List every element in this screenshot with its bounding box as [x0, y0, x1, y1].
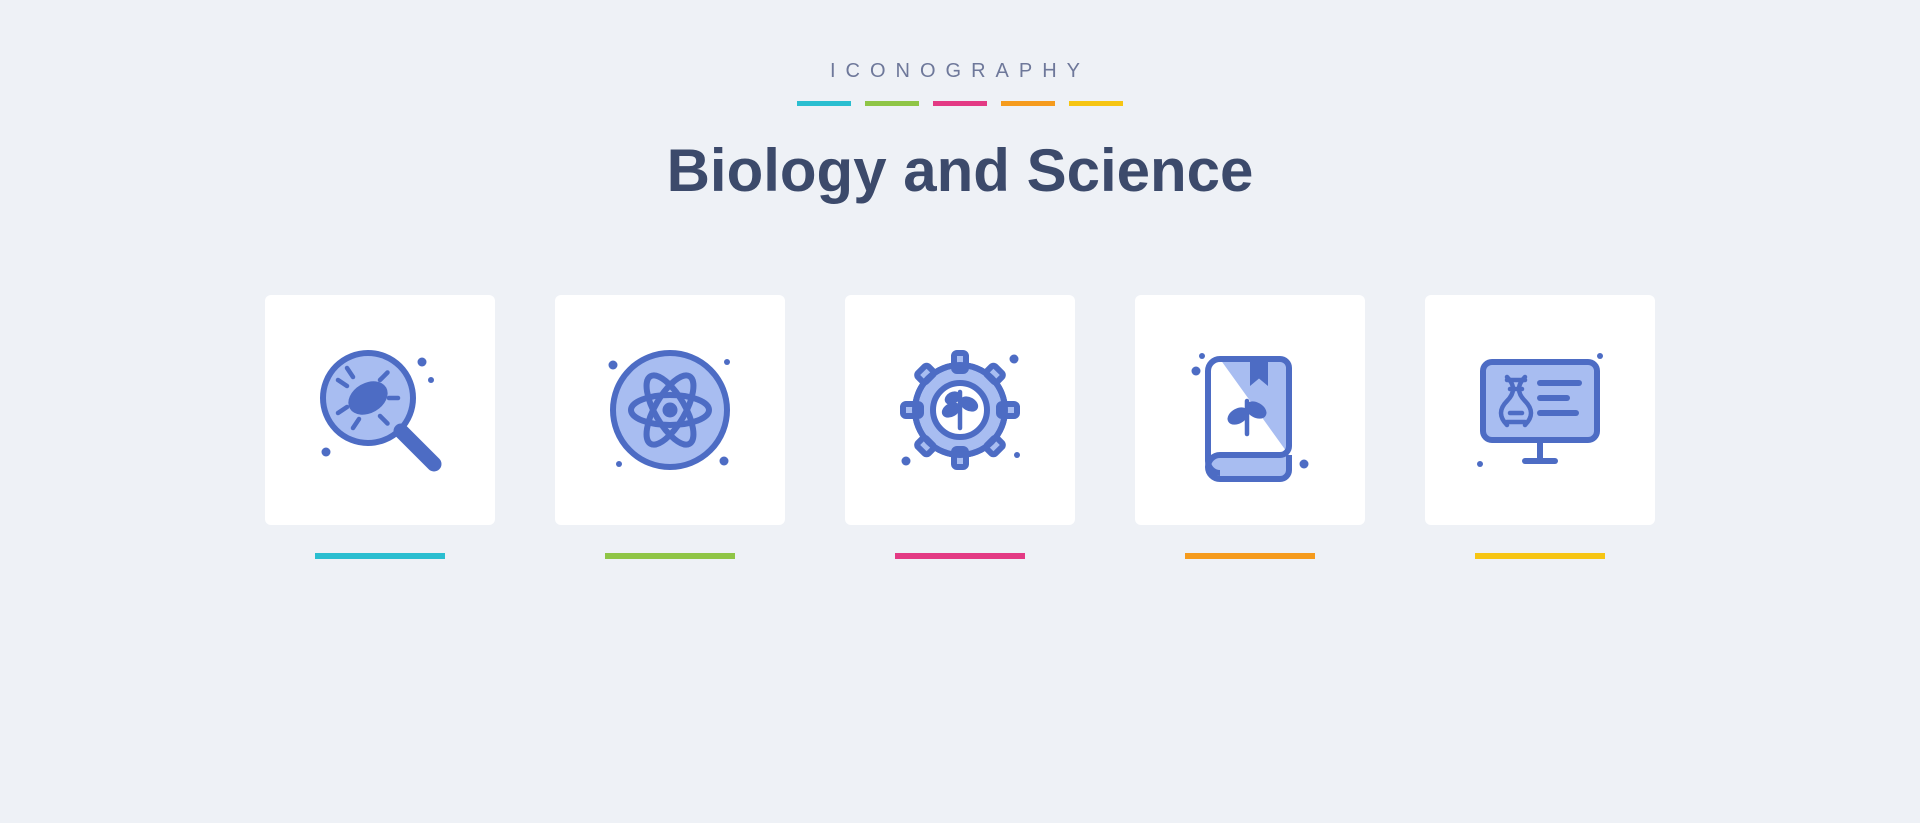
card-underline	[315, 553, 445, 559]
microbe-search-icon	[305, 335, 455, 485]
accent-bar	[1001, 101, 1055, 106]
card-underline	[895, 553, 1025, 559]
icon-card	[1425, 295, 1655, 559]
accent-bar	[1069, 101, 1123, 106]
icon-tile	[265, 295, 495, 525]
dna-monitor-icon	[1465, 335, 1615, 485]
icon-tile	[845, 295, 1075, 525]
biology-book-icon	[1175, 335, 1325, 485]
card-underline	[1475, 553, 1605, 559]
icon-card	[265, 295, 495, 559]
icon-tile	[1135, 295, 1365, 525]
icon-card	[1135, 295, 1365, 559]
accent-bar-row	[797, 101, 1123, 106]
icon-card-row	[265, 295, 1655, 559]
brand-label: ICONOGRAPHY	[830, 60, 1090, 83]
accent-bar	[865, 101, 919, 106]
accent-bar	[797, 101, 851, 106]
page-title: Biology and Science	[667, 136, 1254, 205]
icon-tile	[555, 295, 785, 525]
accent-bar	[933, 101, 987, 106]
gear-plant-icon	[885, 335, 1035, 485]
icon-tile	[1425, 295, 1655, 525]
card-underline	[605, 553, 735, 559]
icon-card	[845, 295, 1075, 559]
atom-icon	[595, 335, 745, 485]
icon-card	[555, 295, 785, 559]
card-underline	[1185, 553, 1315, 559]
